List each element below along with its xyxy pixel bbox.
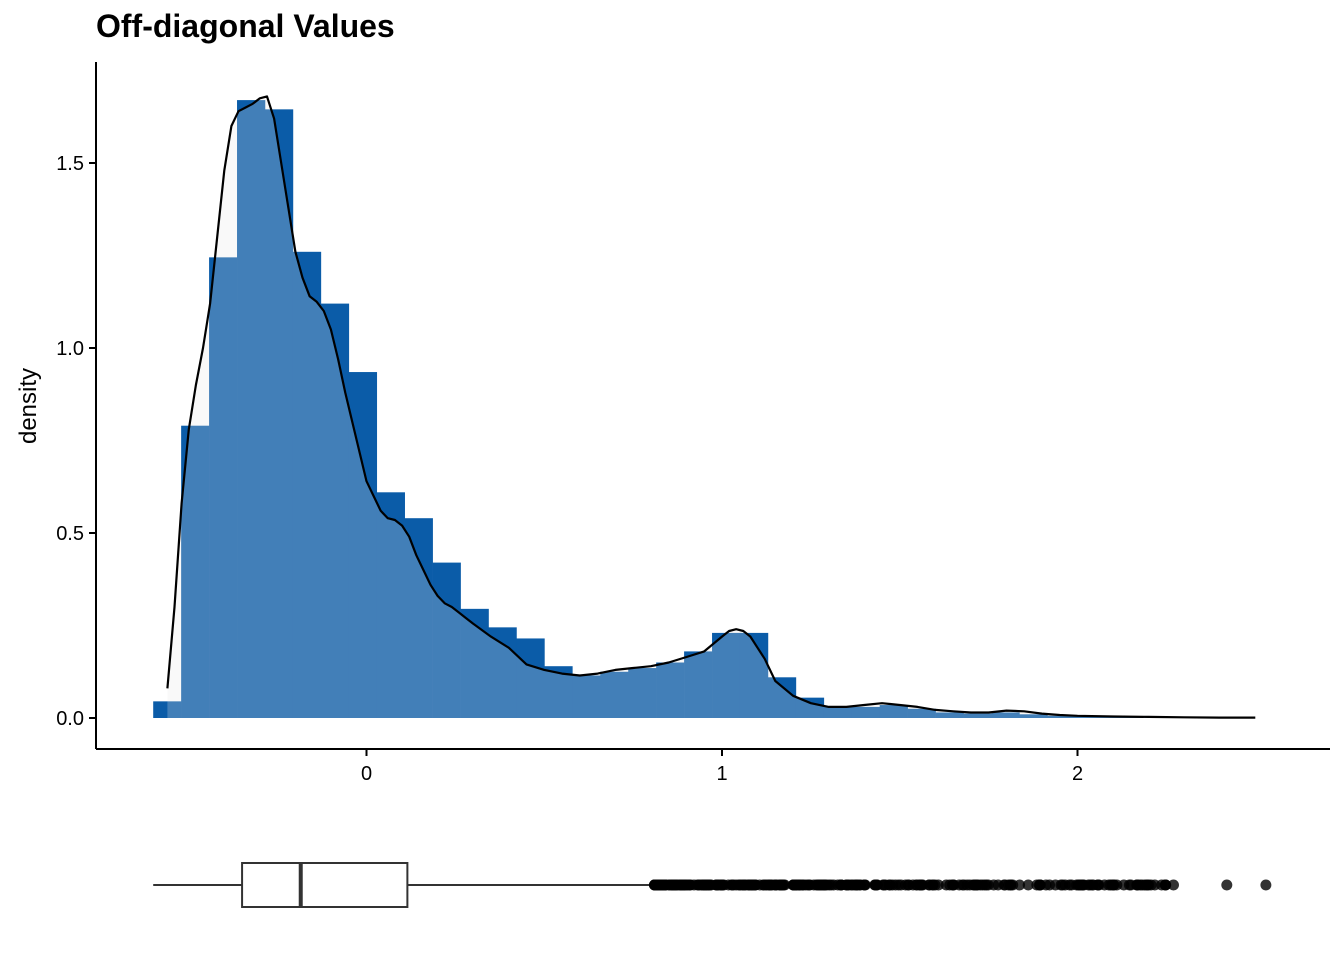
y-axis-title: density [15,368,42,444]
boxplot-outlier [832,879,844,891]
boxplot-outlier [1221,879,1233,891]
histogram-bar [153,701,182,718]
y-tick-label: 1.0 [56,338,84,360]
histogram-bar [823,706,853,718]
histogram-bar [237,100,266,719]
boxplot-outlier [810,879,822,891]
boxplot-outlier [675,879,687,891]
x-tick-label: 2 [1072,763,1083,785]
boxplot-outlier [1005,879,1017,891]
histogram-bar [795,697,825,718]
boxplot-outlier [774,879,786,891]
histogram-bar [1019,714,1048,718]
histogram-bar [684,651,713,718]
boxplot-outlier [758,879,770,891]
histogram-bar [879,705,908,718]
boxplot-outlier [948,879,960,891]
histogram-bar [656,662,685,718]
histogram-bar [712,632,741,718]
histogram-bar [460,608,489,718]
boxplot [153,862,1272,908]
boxplot-outlier [1078,879,1090,891]
boxplot-outlier [1106,879,1118,891]
histogram-bar [320,303,350,718]
boxplot-outlier [1149,879,1161,891]
boxplot-outlier [1160,879,1172,891]
boxplot-outlier [1022,879,1034,891]
histogram-bar [739,632,769,718]
density-area-fill [167,96,1256,718]
histogram-bar [991,712,1020,718]
boxplot-outlier [1260,879,1272,891]
x-tick-label: 1 [716,763,727,785]
histogram-bar [292,251,322,719]
histogram-bar [209,257,238,718]
boxplot-outlier [914,879,926,891]
histogram-bar [1047,715,1076,718]
histogram-bar [404,518,433,718]
histogram-bar [516,638,545,718]
histogram-bar [572,675,601,718]
axes [95,62,1330,750]
boxplot-outlier [1049,879,1061,891]
boxplot-outlier [648,879,660,891]
histogram-bar [935,712,964,718]
boxplot-outlier [693,879,705,891]
boxplot-outlier [886,879,898,891]
boxplot-outlier [1087,879,1099,891]
boxplot-outlier [842,879,854,891]
histogram-bar [376,492,405,718]
boxplot-outlier [1123,879,1135,891]
y-tick-label: 0.0 [56,708,84,730]
histogram-bar [1075,716,1104,718]
y-tick-label: 1.5 [56,153,84,175]
x-tick-label: 0 [361,763,372,785]
boxplot-outlier [869,879,881,891]
density-curve [166,95,1256,719]
boxplot-box [241,862,409,908]
boxplot-outlier [958,879,970,891]
histogram-bar [963,713,992,718]
boxplot-outlier [800,879,812,891]
boxplot-outlier [789,879,801,891]
x-ticks: 0 1 2 [361,749,1083,785]
boxplot-outlier [715,879,727,891]
histogram-bar [600,671,629,718]
chart-title: Off-diagonal Values [96,8,395,44]
histogram-bar [181,425,210,718]
histogram-bar [488,627,517,718]
y-ticks: 0.0 0.5 1.0 1.5 [56,153,96,730]
boxplot-outlier [926,879,938,891]
histogram-bar [851,706,880,718]
histogram-bar [432,562,461,718]
boxplot-outlier [728,879,740,891]
boxplot-outlier [702,879,714,891]
y-tick-label: 0.5 [56,523,84,545]
boxplot-outlier [859,879,871,891]
boxplot-outlier [1167,879,1179,891]
boxplot-outlier [1014,879,1026,891]
density-area [167,96,1256,718]
density-curve-layer [166,95,1256,719]
histogram-bar [907,708,936,718]
boxplot-outlier [979,879,991,891]
boxplot-outlier [1059,879,1071,891]
boxplot-outlier [1136,879,1148,891]
boxplot-outlier [1031,879,1043,891]
histogram-bar [767,677,797,718]
histogram-bar [628,668,657,718]
boxplot-outlier [744,879,756,891]
